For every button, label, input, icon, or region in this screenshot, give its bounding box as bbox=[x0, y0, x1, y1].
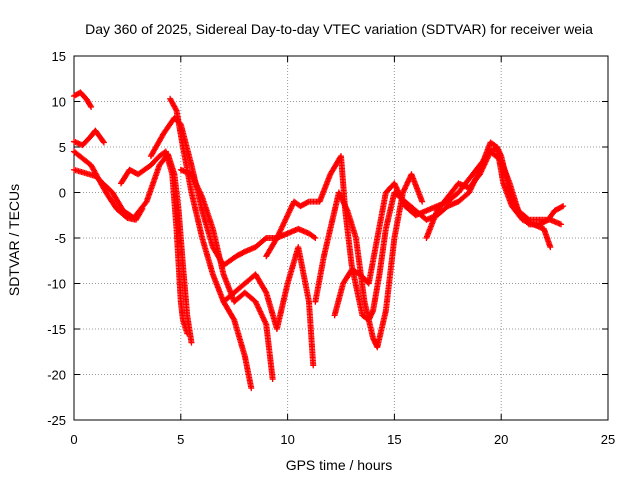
y-tick-label: -5 bbox=[54, 231, 66, 246]
x-tick-label: 5 bbox=[177, 432, 184, 447]
data-point bbox=[100, 139, 107, 146]
data-point bbox=[172, 106, 179, 113]
data-point bbox=[312, 235, 319, 241]
data-point bbox=[524, 215, 531, 222]
y-tick-label: 10 bbox=[52, 95, 66, 110]
series-arc-1 bbox=[71, 89, 95, 110]
data-point bbox=[269, 376, 276, 383]
x-tick-label: 10 bbox=[280, 432, 294, 447]
y-tick-label: 0 bbox=[59, 186, 66, 201]
data-point bbox=[88, 103, 95, 110]
data-point bbox=[87, 102, 94, 109]
data-point bbox=[230, 315, 237, 322]
y-tick-label: -20 bbox=[47, 368, 66, 383]
y-tick-label: -10 bbox=[47, 277, 66, 292]
series-arc-11 bbox=[312, 171, 426, 351]
data-point bbox=[419, 198, 426, 205]
series-arc-9 bbox=[220, 244, 317, 369]
data-point bbox=[558, 203, 565, 210]
series-arc-12 bbox=[331, 148, 567, 319]
data-point bbox=[262, 288, 269, 295]
series-arc-13 bbox=[423, 144, 565, 241]
y-tick-label: -25 bbox=[47, 413, 66, 428]
chart-title: Day 360 of 2025, Sidereal Day-to-day VTE… bbox=[85, 21, 593, 37]
x-tick-label: 20 bbox=[494, 432, 508, 447]
series-arc-2 bbox=[71, 127, 107, 149]
data-point bbox=[262, 236, 269, 243]
data-point bbox=[560, 203, 567, 210]
x-tick-label: 15 bbox=[387, 432, 401, 447]
data-point bbox=[188, 339, 195, 346]
data-points bbox=[71, 89, 567, 392]
axis-ticks: 0 5 10 15 20 25 15 10 5 0 -5 -10 -15 -20 -25 bbox=[47, 49, 615, 447]
y-axis-label: SDTVAR / TECUs bbox=[6, 184, 22, 296]
series-arc-6 bbox=[167, 95, 255, 392]
x-tick-label: 0 bbox=[70, 432, 77, 447]
series-arc-5 bbox=[117, 148, 191, 337]
x-tick-label: 25 bbox=[601, 432, 615, 447]
x-axis-label: GPS time / hours bbox=[286, 457, 393, 473]
data-point bbox=[248, 385, 255, 392]
y-tick-label: 5 bbox=[59, 140, 66, 155]
y-tick-label: -15 bbox=[47, 322, 66, 337]
grid-lines bbox=[74, 56, 608, 420]
data-point bbox=[310, 362, 317, 369]
series-arc-8 bbox=[177, 166, 276, 383]
data-point bbox=[558, 221, 565, 228]
data-point bbox=[184, 330, 191, 337]
y-tick-label: 15 bbox=[52, 49, 66, 64]
data-point bbox=[547, 244, 554, 251]
data-point bbox=[100, 138, 107, 145]
data-point bbox=[311, 234, 318, 241]
